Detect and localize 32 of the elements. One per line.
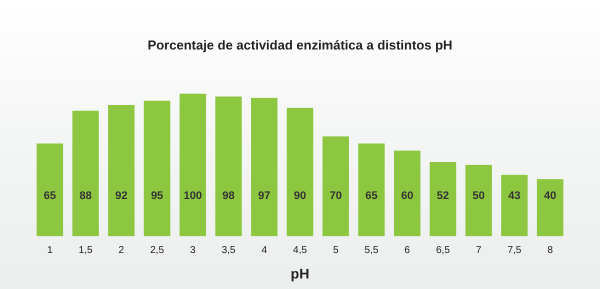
data-label: 60 bbox=[401, 190, 414, 202]
x-tick-label: 5 bbox=[332, 244, 339, 256]
data-label: 40 bbox=[544, 190, 556, 202]
data-label: 52 bbox=[436, 190, 450, 202]
x-tick-label: 6 bbox=[404, 244, 410, 256]
data-label: 97 bbox=[258, 190, 270, 202]
x-tick-label: 6,5 bbox=[436, 244, 450, 256]
data-label: 92 bbox=[115, 190, 128, 202]
chart-title: Porcentaje de actividad enzimática a distintos pH bbox=[148, 37, 452, 52]
data-label: 65 bbox=[365, 190, 378, 202]
x-tick-label: 3 bbox=[190, 244, 196, 256]
x-tick-label: 7 bbox=[476, 244, 482, 256]
x-tick-label: 8 bbox=[547, 244, 554, 256]
x-axis-title: pH bbox=[290, 265, 310, 282]
x-tick-label: 7,5 bbox=[507, 244, 522, 256]
x-tick-label: 3,5 bbox=[222, 244, 236, 256]
data-label: 70 bbox=[330, 190, 342, 202]
x-tick-label: 4 bbox=[261, 244, 268, 256]
x-tick-label: 4,5 bbox=[293, 244, 308, 256]
data-label: 88 bbox=[79, 190, 92, 202]
x-tick-label: 1 bbox=[47, 244, 54, 256]
data-label: 43 bbox=[508, 190, 521, 202]
data-label: 90 bbox=[294, 190, 306, 202]
data-label: 50 bbox=[472, 190, 485, 202]
x-tick-label: 2,5 bbox=[150, 244, 164, 256]
x-tick-label: 2 bbox=[118, 244, 125, 256]
data-label: 100 bbox=[184, 190, 202, 202]
data-label: 95 bbox=[150, 190, 164, 202]
data-label: 65 bbox=[44, 190, 56, 202]
data-label: 98 bbox=[222, 190, 235, 202]
x-tick-label: 5,5 bbox=[364, 244, 379, 256]
x-tick-label: 1,5 bbox=[78, 244, 93, 256]
